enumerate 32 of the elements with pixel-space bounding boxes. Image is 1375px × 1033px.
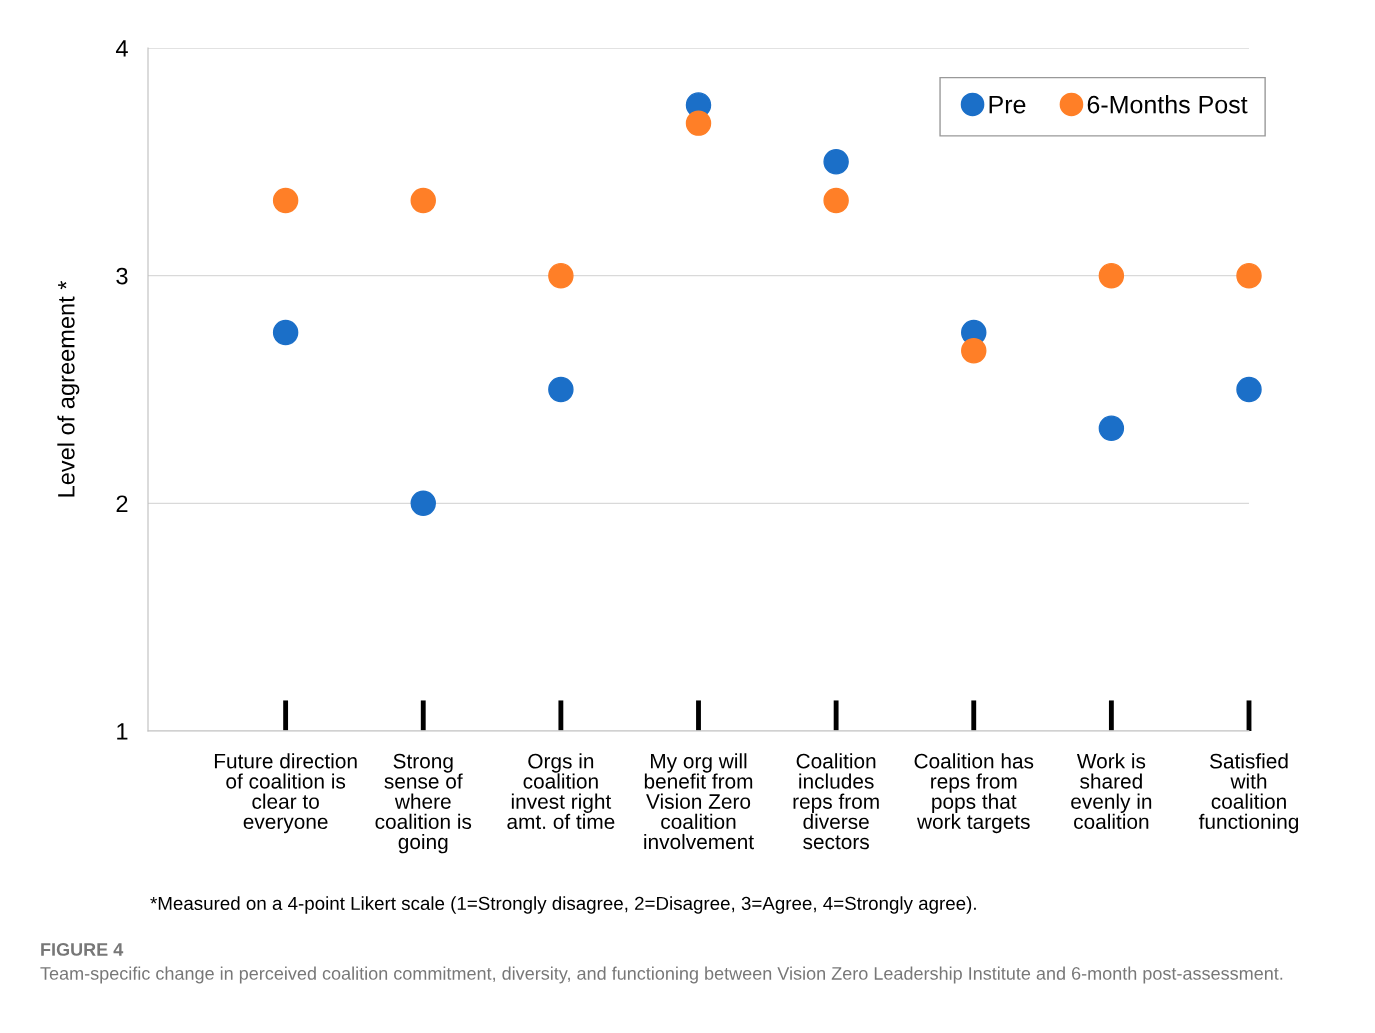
caption: FIGURE 4 xyxy=(41,943,124,956)
point xyxy=(1098,415,1125,441)
legend-label: 6-Months Post xyxy=(1087,95,1248,114)
legend-label: Pre xyxy=(989,95,1026,114)
point xyxy=(272,319,299,346)
x-tick-label: Satisfied with coalition functioning xyxy=(1198,753,1299,834)
x-tick-label: Strong sense of where coalition is going xyxy=(375,753,472,854)
point xyxy=(410,490,436,517)
x-tick-label: Future direction of coalition is clear to everyone xyxy=(214,753,357,834)
x-tick-label: Coalition has reps from pops that work targets xyxy=(914,753,1034,834)
point xyxy=(1236,376,1262,403)
y-tick-label: 3 xyxy=(116,267,128,285)
x-tick-label: Coalition includes reps from diverse sectors xyxy=(793,753,879,850)
y-tick-label: 4 xyxy=(115,40,128,57)
y-tick-label: 2 xyxy=(116,495,128,512)
point xyxy=(272,187,299,214)
text: *Measured on a 4-point Likert scale (1=Strongly disagree, 2=Disagree, 3=Agree, 4=Strongly agree). xyxy=(150,896,976,914)
x-tick-label: My org will benefit from Vision Zero coalition involvement xyxy=(644,753,754,850)
point xyxy=(410,187,436,214)
point xyxy=(961,338,987,364)
x-tick-label: Orgs in coalition invest right amt. of time xyxy=(507,753,615,830)
point xyxy=(1098,262,1125,289)
point xyxy=(685,110,712,136)
x-tick-label: Work is shared evenly in coalition xyxy=(1071,753,1152,830)
y-axis-title: Level of agreement * xyxy=(57,280,80,497)
y-tick-label: 1 xyxy=(117,723,128,740)
point xyxy=(823,149,849,175)
point xyxy=(1236,262,1262,289)
text: Team-specific change in perceived coalition commitment, diversity, and functioning between Vision Zero Leadership Institute and 6-month post-assessment. xyxy=(40,966,1283,984)
point xyxy=(548,262,574,289)
point xyxy=(823,187,849,214)
point xyxy=(548,376,574,403)
